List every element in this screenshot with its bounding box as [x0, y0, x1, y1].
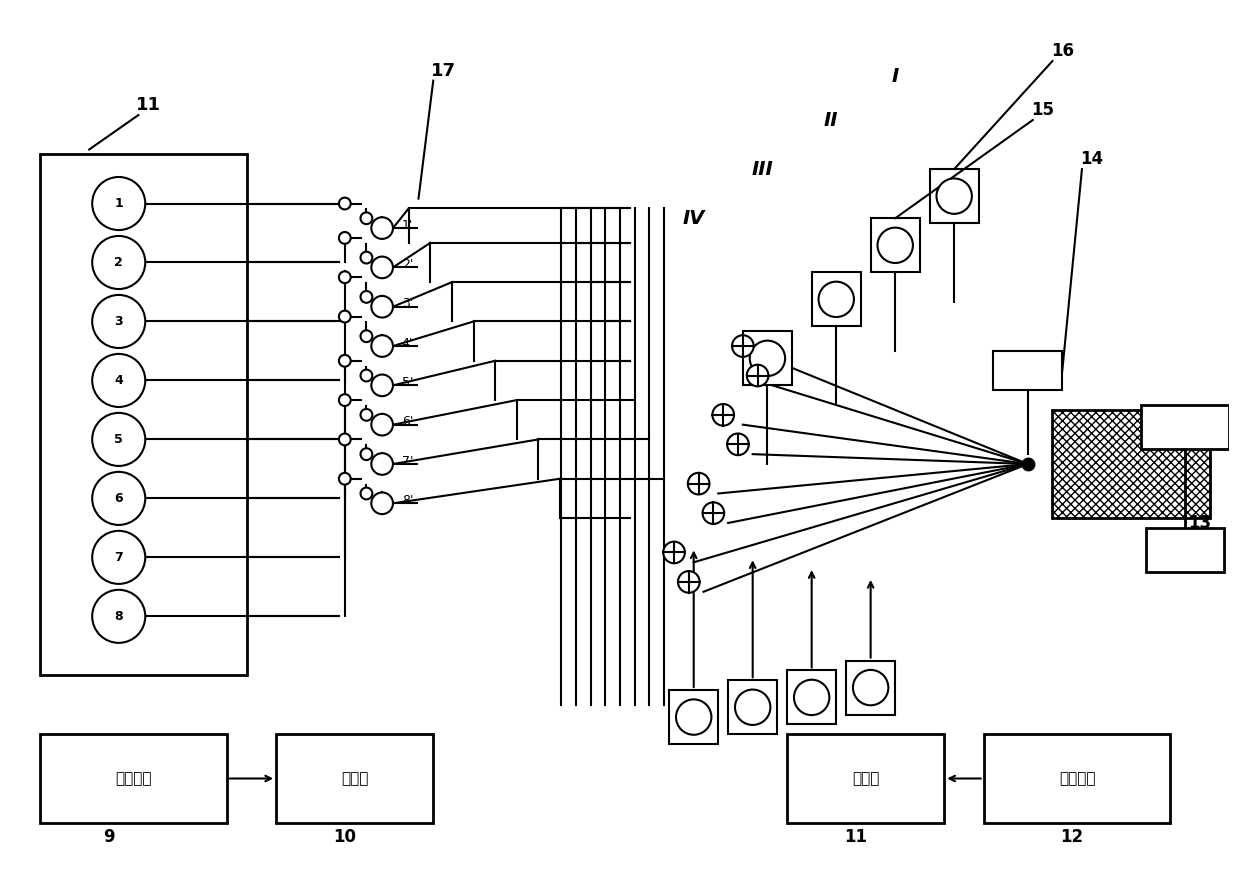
- Circle shape: [371, 335, 393, 357]
- Circle shape: [92, 295, 145, 348]
- Circle shape: [688, 473, 709, 494]
- Text: 控制系统: 控制系统: [115, 771, 151, 786]
- Bar: [40, 734, 227, 823]
- Text: 3: 3: [114, 315, 123, 328]
- Text: 15: 15: [1032, 101, 1054, 119]
- Text: 14: 14: [1080, 150, 1104, 169]
- Circle shape: [361, 212, 372, 224]
- Text: 13: 13: [1188, 514, 1211, 532]
- Text: 4: 4: [114, 374, 123, 387]
- Bar: [787, 670, 836, 725]
- Circle shape: [361, 488, 372, 500]
- Circle shape: [361, 252, 372, 263]
- Text: I: I: [892, 67, 899, 85]
- Circle shape: [92, 472, 145, 525]
- Bar: [993, 351, 1063, 390]
- Circle shape: [732, 335, 754, 357]
- Circle shape: [727, 434, 749, 455]
- Text: IV: IV: [682, 209, 704, 228]
- Circle shape: [361, 291, 372, 302]
- Text: 驱动器: 驱动器: [852, 771, 879, 786]
- Text: II: II: [825, 111, 838, 129]
- Bar: [743, 331, 792, 385]
- Circle shape: [371, 375, 393, 396]
- Circle shape: [371, 414, 393, 435]
- Bar: [1053, 410, 1210, 518]
- Bar: [812, 272, 861, 327]
- Circle shape: [339, 271, 351, 283]
- Bar: [728, 680, 777, 734]
- Text: 17: 17: [430, 62, 455, 80]
- Text: 6: 6: [114, 492, 123, 505]
- Circle shape: [339, 434, 351, 445]
- Circle shape: [371, 453, 393, 474]
- Circle shape: [339, 395, 351, 406]
- Circle shape: [339, 473, 351, 485]
- Bar: [1146, 527, 1224, 572]
- Text: 11: 11: [135, 96, 161, 114]
- Circle shape: [371, 256, 393, 278]
- Circle shape: [371, 493, 393, 514]
- Circle shape: [676, 700, 712, 735]
- Circle shape: [339, 310, 351, 322]
- Text: 8': 8': [402, 494, 413, 507]
- Circle shape: [339, 355, 351, 367]
- Circle shape: [663, 541, 684, 563]
- Bar: [277, 734, 433, 823]
- Circle shape: [703, 502, 724, 524]
- Text: 驱动器: 驱动器: [341, 771, 368, 786]
- Text: 2: 2: [114, 256, 123, 269]
- Circle shape: [735, 690, 770, 725]
- Circle shape: [339, 232, 351, 244]
- Circle shape: [794, 680, 830, 715]
- Bar: [1141, 405, 1229, 449]
- Text: 6': 6': [402, 415, 413, 428]
- Bar: [40, 155, 247, 675]
- Circle shape: [339, 197, 351, 209]
- Text: 2': 2': [402, 258, 413, 271]
- Circle shape: [713, 404, 734, 426]
- Text: 8: 8: [114, 610, 123, 623]
- Circle shape: [92, 413, 145, 466]
- Circle shape: [92, 531, 145, 584]
- Text: 11: 11: [844, 828, 868, 846]
- Circle shape: [92, 177, 145, 230]
- Text: 1': 1': [402, 219, 413, 232]
- Circle shape: [878, 228, 913, 263]
- Text: 10: 10: [334, 828, 356, 846]
- Circle shape: [361, 409, 372, 421]
- Circle shape: [361, 448, 372, 460]
- Text: 7': 7': [402, 454, 413, 468]
- Bar: [930, 169, 978, 223]
- Circle shape: [371, 296, 393, 317]
- Circle shape: [818, 282, 854, 317]
- Bar: [870, 218, 920, 272]
- Circle shape: [750, 341, 785, 376]
- Circle shape: [936, 178, 972, 214]
- Circle shape: [92, 590, 145, 643]
- Text: 控制系统: 控制系统: [1059, 771, 1095, 786]
- Text: III: III: [751, 160, 774, 179]
- Bar: [846, 660, 895, 714]
- Circle shape: [853, 670, 888, 706]
- Circle shape: [678, 571, 699, 593]
- Text: 4': 4': [402, 336, 413, 349]
- Text: 12: 12: [1060, 828, 1084, 846]
- Circle shape: [361, 369, 372, 381]
- Text: 5': 5': [402, 376, 413, 389]
- Circle shape: [92, 354, 145, 407]
- Text: 5: 5: [114, 433, 123, 446]
- Text: 16: 16: [1050, 42, 1074, 60]
- Bar: [983, 734, 1171, 823]
- Bar: [787, 734, 945, 823]
- Text: 7: 7: [114, 551, 123, 564]
- Circle shape: [746, 365, 769, 387]
- Text: 9: 9: [103, 828, 115, 846]
- Bar: [670, 690, 718, 744]
- Circle shape: [92, 236, 145, 289]
- Circle shape: [371, 217, 393, 239]
- Circle shape: [361, 330, 372, 342]
- Text: 3': 3': [402, 297, 413, 310]
- Text: 1: 1: [114, 197, 123, 210]
